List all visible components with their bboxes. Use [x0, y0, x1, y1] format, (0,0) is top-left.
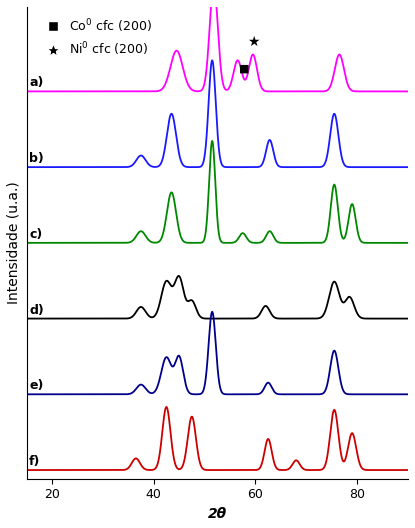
Text: c): c) — [29, 228, 42, 241]
X-axis label: 2θ: 2θ — [208, 507, 227, 521]
Text: ■: ■ — [239, 63, 249, 73]
Text: d): d) — [29, 304, 44, 317]
Text: e): e) — [29, 380, 44, 392]
Text: ★: ★ — [247, 35, 259, 49]
Legend: Co$^0$ cfc (200), Ni$^0$ cfc (200): Co$^0$ cfc (200), Ni$^0$ cfc (200) — [37, 13, 156, 62]
Text: b): b) — [29, 152, 44, 165]
Text: a): a) — [29, 77, 44, 89]
Text: f): f) — [29, 455, 40, 468]
Y-axis label: Intensidade (u.a.): Intensidade (u.a.) — [7, 182, 21, 304]
